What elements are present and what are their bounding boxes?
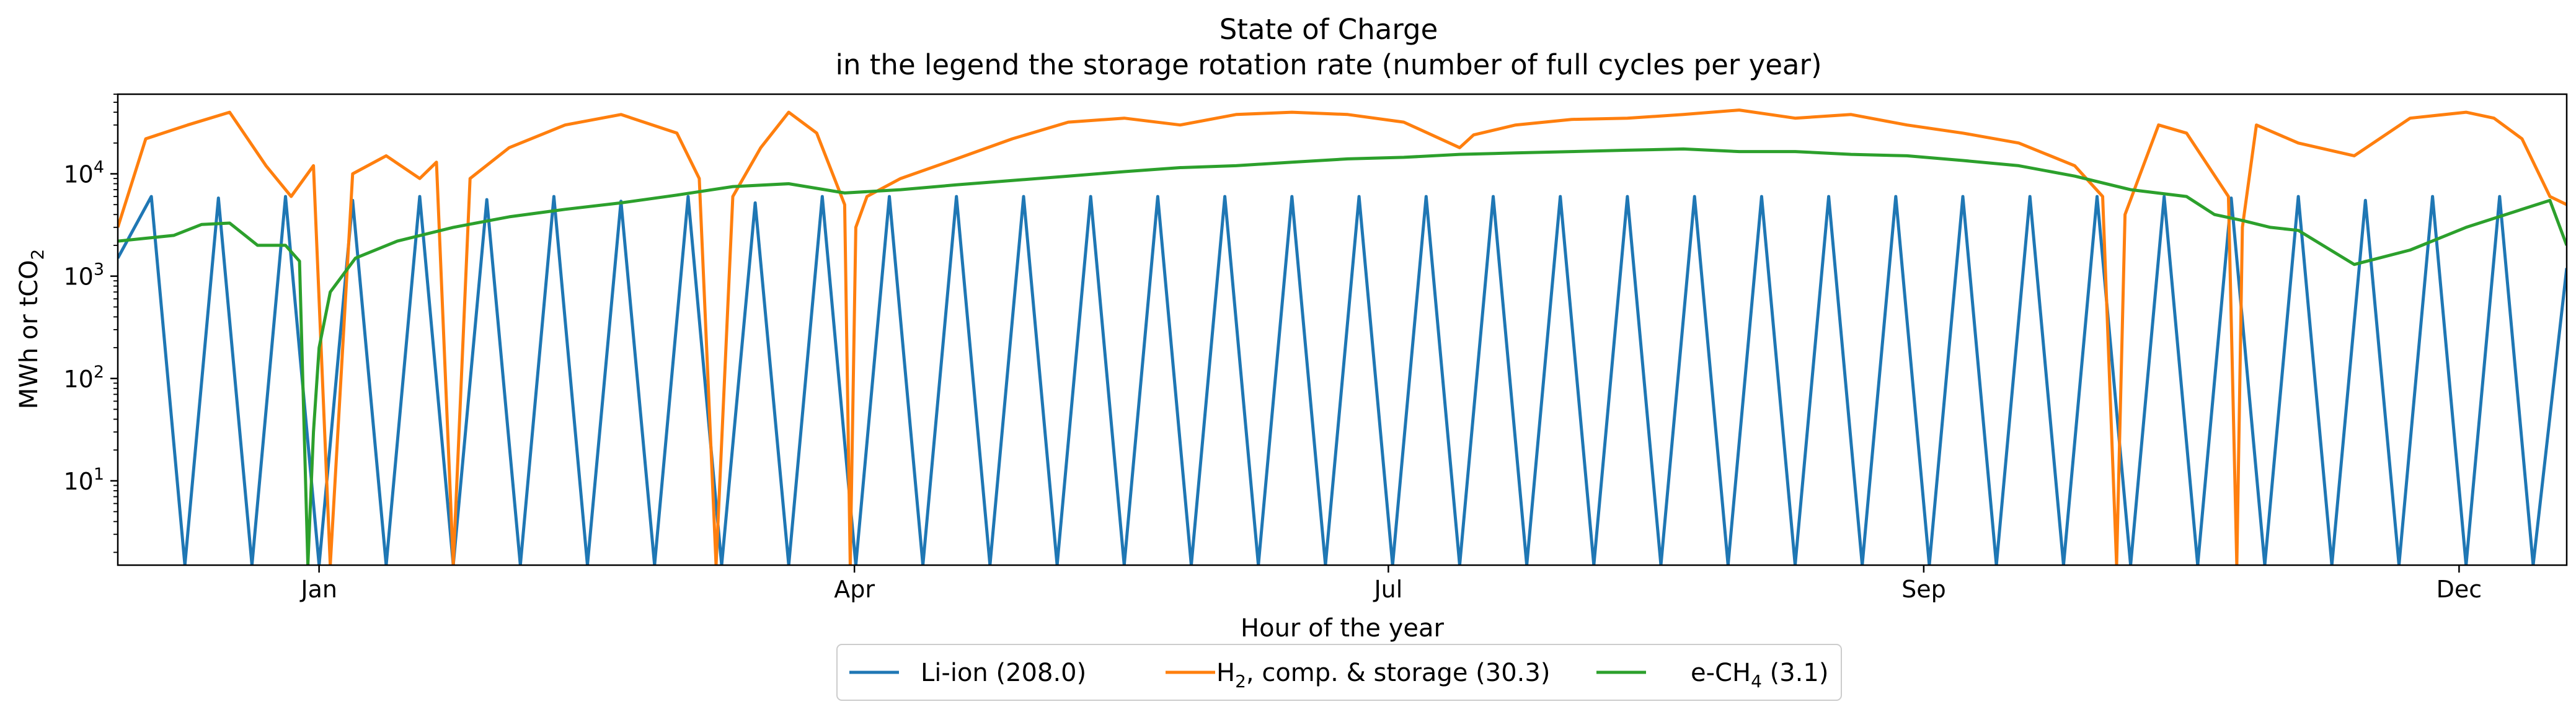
x-tick-label-4: Dec bbox=[2437, 576, 2482, 603]
chart-subtitle: in the legend the storage rotation rate … bbox=[835, 48, 1821, 81]
chart-title: State of Charge bbox=[1219, 13, 1438, 46]
y-tick-label-3: 104 bbox=[63, 158, 104, 188]
x-tick-label-0: Jan bbox=[299, 576, 337, 603]
y-axis-label: MWh or tCO2 bbox=[15, 249, 48, 410]
y-axis-label-sub: 2 bbox=[27, 249, 48, 260]
legend-label-h2: H2, comp. & storage (30.3) bbox=[1216, 659, 1550, 692]
series-layer bbox=[118, 108, 2567, 565]
x-tick-label-1: Apr bbox=[834, 576, 875, 603]
y-tick-label-0: 101 bbox=[63, 465, 104, 495]
x-tick-label-2: Jul bbox=[1373, 576, 1402, 603]
legend: Li-ion (208.0) H2, comp. & storage (30.3… bbox=[836, 644, 1842, 701]
legend-label-ech4: e-CH4 (3.1) bbox=[1691, 659, 1828, 692]
series-line-2 bbox=[118, 147, 2567, 565]
y-axis-label-main: MWh or tCO bbox=[15, 260, 43, 409]
x-tick-label-3: Sep bbox=[1901, 576, 1946, 603]
legend-label-li-ion: Li-ion (208.0) bbox=[921, 659, 1086, 687]
series-line-1 bbox=[118, 108, 2567, 565]
series-line-0 bbox=[118, 195, 2567, 565]
legend-frame bbox=[836, 644, 1842, 701]
x-axis-ticks: Jan Apr Jul Sep Dec bbox=[299, 565, 2482, 603]
x-axis-label: Hour of the year bbox=[1241, 614, 1444, 643]
y-tick-label-2: 103 bbox=[63, 260, 104, 291]
y-tick-label-1: 102 bbox=[63, 363, 104, 393]
y-axis-ticks: 101 102 103 104 bbox=[63, 94, 118, 553]
